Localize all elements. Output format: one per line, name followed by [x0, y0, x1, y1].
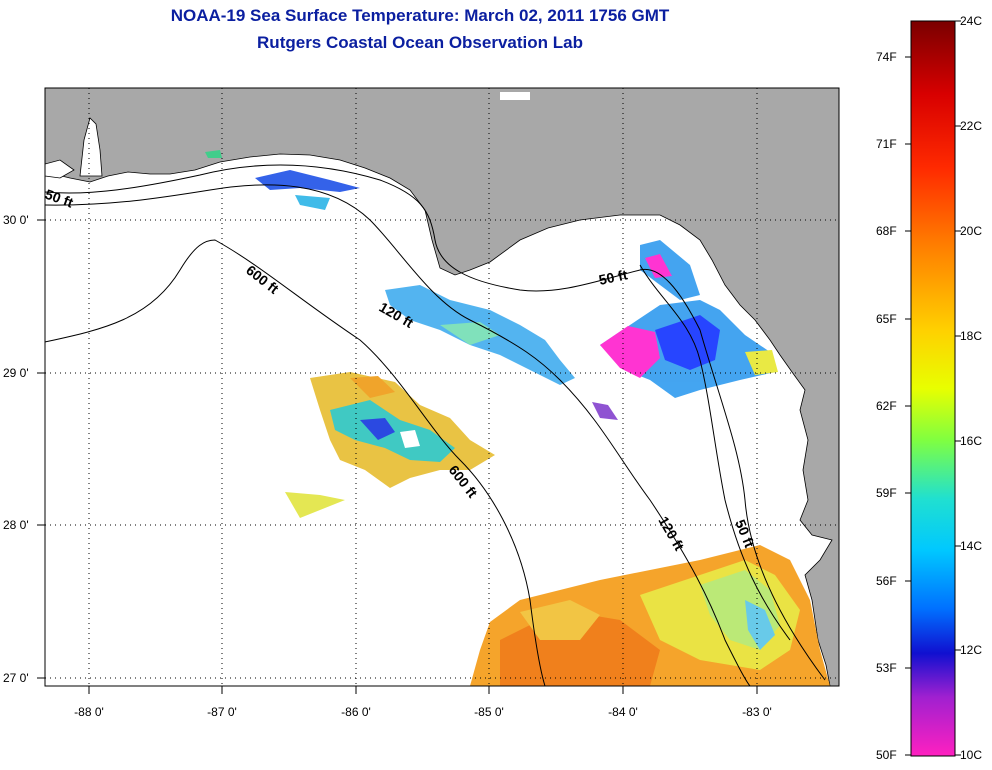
colorbar-f-label: 59F: [876, 486, 897, 500]
lon-tick-label: -85 0': [474, 705, 504, 719]
lat-tick-label: 27 0': [3, 671, 29, 685]
bay-shape: [79, 117, 103, 177]
colorbar: [910, 20, 956, 757]
colorbar-f-label: 50F: [876, 748, 897, 762]
colorbar-c-label: 12C: [960, 643, 982, 657]
lat-tick-label: 29 0': [3, 366, 29, 380]
lon-tick-label: -88 0': [74, 705, 104, 719]
lon-tick-label: -83 0': [742, 705, 772, 719]
lon-tick-label: -84 0': [608, 705, 638, 719]
lon-tick-label: -87 0': [207, 705, 237, 719]
colorbar-ticks: [905, 20, 961, 756]
contour-50ft-bigbend: [639, 264, 791, 641]
depth-contours: [44, 164, 826, 687]
contour-120ft: [44, 184, 751, 687]
contour-50ft-north: [44, 164, 826, 681]
colorbar-c-label: 22C: [960, 119, 982, 133]
lat-tick-label: 28 0': [3, 518, 29, 532]
frame-ticks: [37, 219, 758, 694]
land-mass: [45, 88, 839, 686]
contour-600ft: [44, 239, 546, 687]
colorbar-f-label: 74F: [876, 50, 897, 64]
lat-tick-label: 30 0': [3, 213, 29, 227]
map-subtitle: Rutgers Coastal Ocean Observation Lab: [257, 33, 583, 52]
colorbar-f-label: 56F: [876, 574, 897, 588]
colorbar-f-label: 53F: [876, 661, 897, 675]
lake-shape: [500, 92, 530, 100]
colorbar-c-label: 18C: [960, 329, 982, 343]
colorbar-f-label: 68F: [876, 224, 897, 238]
map-title: NOAA-19 Sea Surface Temperature: March 0…: [170, 6, 670, 25]
colorbar-c-label: 20C: [960, 224, 982, 238]
colorbar-c-label: 10C: [960, 748, 982, 762]
contour-label: 50 ft: [597, 266, 629, 288]
colorbar-f-label: 62F: [876, 399, 897, 413]
colorbar-f-label: 65F: [876, 312, 897, 326]
colorbar-f-label: 71F: [876, 137, 897, 151]
sst-data: [205, 150, 830, 686]
colorbar-c-label: 16C: [960, 434, 982, 448]
lon-tick-label: -86 0': [341, 705, 371, 719]
map-frame: [44, 87, 840, 687]
colorbar-c-label: 24C: [960, 14, 982, 28]
bay-shape: [45, 159, 75, 179]
colorbar-c-label: 14C: [960, 539, 982, 553]
